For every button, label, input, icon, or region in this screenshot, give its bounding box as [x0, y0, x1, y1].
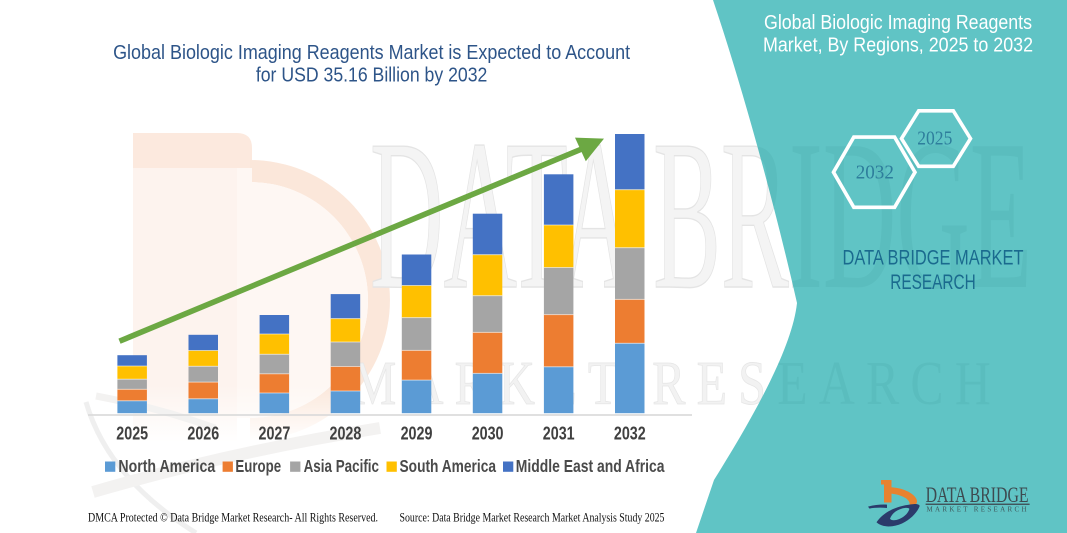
svg-text:2029: 2029: [401, 423, 433, 444]
svg-text:Market, By Regions, 2025 to 20: Market, By Regions, 2025 to 2032: [763, 35, 1033, 57]
svg-text:2031: 2031: [543, 423, 575, 444]
svg-text:South America: South America: [400, 456, 497, 476]
svg-text:2025: 2025: [116, 423, 148, 444]
svg-text:2032: 2032: [614, 423, 646, 444]
svg-text:Global Biologic Imaging Reagen: Global Biologic Imaging Reagents: [764, 12, 1032, 34]
svg-text:RESEARCH: RESEARCH: [890, 270, 975, 294]
svg-text:2032: 2032: [856, 161, 894, 183]
svg-text:Global Biologic Imaging Reagen: Global Biologic Imaging Reagents Market …: [113, 41, 630, 64]
svg-text:2026: 2026: [187, 423, 219, 444]
svg-text:2028: 2028: [330, 423, 362, 444]
svg-text:Europe: Europe: [235, 456, 281, 476]
svg-text:2030: 2030: [472, 423, 504, 444]
svg-text:North America: North America: [118, 456, 215, 476]
svg-text:DMCA Protected © Data Bridge M: DMCA Protected © Data Bridge Market Rese…: [88, 511, 378, 525]
svg-text:2027: 2027: [259, 423, 291, 444]
svg-text:for USD 35.16 Billion by 2032: for USD 35.16 Billion by 2032: [256, 63, 488, 86]
svg-text:MARKET RESEARCH: MARKET RESEARCH: [927, 506, 1027, 514]
svg-text:Asia Pacific: Asia Pacific: [304, 456, 380, 476]
svg-text:Middle East and Africa: Middle East and Africa: [516, 456, 665, 476]
svg-text:Source: Data Bridge Market Res: Source: Data Bridge Market Research Mark…: [400, 511, 665, 525]
svg-text:2025: 2025: [917, 127, 952, 149]
svg-text:DATA BRIDGE: DATA BRIDGE: [926, 482, 1029, 507]
svg-text:DATA BRIDGE MARKET: DATA BRIDGE MARKET: [843, 245, 1024, 269]
